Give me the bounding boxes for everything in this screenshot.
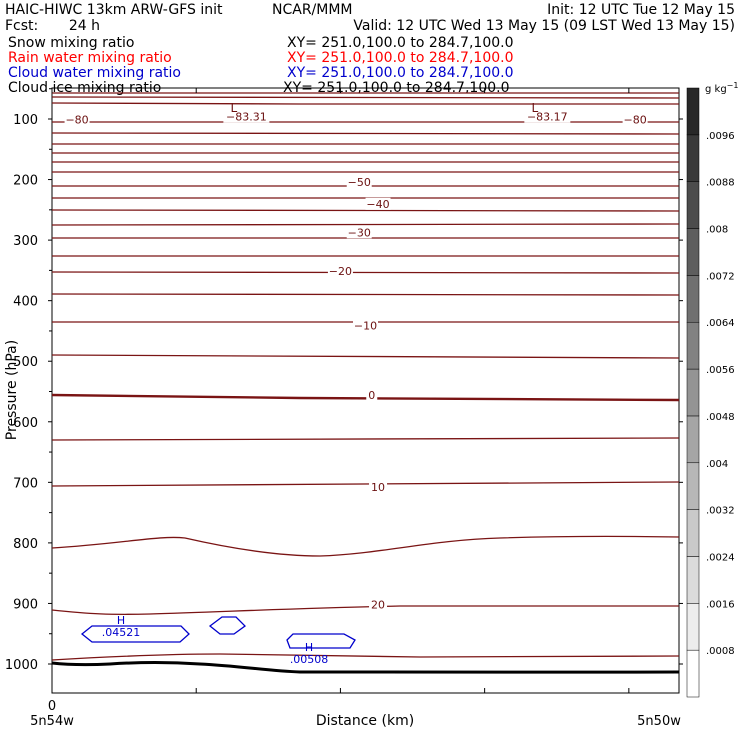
- temperature-contour-label: 20: [371, 599, 385, 612]
- contour-label-bg: [369, 598, 388, 611]
- x-right-location: 5n50w: [637, 714, 681, 729]
- colorbar-tick-label: .0064: [706, 318, 735, 329]
- contour-label-bg: [622, 113, 648, 126]
- valid-time: Valid: 12 UTC Wed 13 May 15 (09 LST Wed …: [353, 18, 735, 34]
- legend-rain-xs: XY= 251.0,100.0 to 284.7,100.0: [287, 50, 514, 66]
- colorbar-swatch: [686, 275, 700, 323]
- colorbar-swatch: [686, 87, 700, 136]
- cloud-water-contours: [80, 616, 356, 649]
- contour-label-bg: [346, 226, 372, 239]
- colorbar-tick-label: .008: [706, 225, 728, 236]
- temperature-contour-label: 0: [368, 389, 375, 402]
- temperature-contour-label: −20: [329, 265, 352, 278]
- y-tick-label: 200: [13, 174, 38, 189]
- temperature-contour-label: −80: [65, 114, 88, 127]
- contour-label-bg: [223, 110, 270, 123]
- center-label: NCAR/MMM: [272, 2, 353, 18]
- cloud-water-high-value: .04521: [102, 626, 141, 639]
- colorbar-swatch: [686, 181, 700, 229]
- temperature-contour-label: −83.17: [527, 111, 568, 124]
- legend-rain: Rain water mixing ratio: [8, 50, 172, 66]
- y-tick-label: 800: [13, 537, 38, 552]
- colorbar-swatch: [686, 321, 700, 370]
- colorbar-swatch: [686, 134, 700, 182]
- init-time: Init: 12 UTC Tue 12 May 15: [547, 2, 735, 18]
- y-tick-label: 1000: [5, 658, 38, 673]
- fcst-value: 24 h: [69, 18, 100, 34]
- colorbar-swatch: [686, 509, 700, 557]
- contour-label-bg: [524, 110, 571, 123]
- temperature-contour-label: −40: [366, 198, 389, 211]
- temperature-contour-label: −10: [354, 320, 377, 333]
- x-axis-ticks: [51, 88, 630, 693]
- colorbar-tick-label: .004: [706, 459, 728, 470]
- y-tick-label: 300: [13, 234, 38, 249]
- colorbar-swatch: [686, 415, 700, 464]
- colorbar-tick-label: .0088: [706, 178, 735, 189]
- legend-snow: Snow mixing ratio: [8, 35, 134, 51]
- plot-frame: [51, 87, 680, 694]
- y-tick-label: 900: [13, 597, 38, 612]
- contour-label-bg: [346, 176, 372, 189]
- contour-label-bg: [353, 319, 378, 332]
- cloud-water-high-value: .00508: [290, 653, 329, 666]
- contour-label-bg: [365, 197, 391, 210]
- temperature-contour-label: −30: [348, 226, 371, 239]
- colorbar-tick-label: .0024: [706, 552, 735, 563]
- y-tick-label: 600: [13, 416, 38, 431]
- terrain-line: [51, 661, 680, 674]
- colorbar-tick-label: .0032: [706, 506, 735, 517]
- temperature-contour-label: −80: [624, 114, 647, 127]
- y-tick-label: 700: [13, 476, 38, 491]
- legend-snow-xs: XY= 251.0,100.0 to 284.7,100.0: [287, 35, 514, 51]
- colorbar-tick-label: .0008: [706, 646, 735, 657]
- temperature-contour-label: −50: [348, 176, 371, 189]
- colorbar-swatch: [686, 228, 700, 276]
- y-axis-label: Pressure (hPa): [4, 340, 20, 440]
- y-tick-label: 100: [13, 113, 38, 128]
- colorbar-tick-label: .0016: [706, 599, 735, 610]
- colorbar-swatch: [686, 603, 700, 651]
- temperature-contours: [51, 92, 680, 661]
- colorbar-tick-label: .0072: [706, 271, 735, 282]
- x-left-location: 5n54w: [30, 714, 74, 729]
- legend-cloud-water: Cloud water mixing ratio: [8, 65, 181, 81]
- colorbar-tick-label: .0056: [706, 365, 735, 376]
- x-axis-label: Distance (km): [316, 713, 414, 729]
- legend-cloud-water-xs: XY= 251.0,100.0 to 284.7,100.0: [287, 65, 514, 81]
- figure-title: HAIC-HIWC 13km ARW-GFS init: [5, 2, 223, 18]
- colorbar-swatch: [686, 649, 700, 698]
- colorbar-tick-label: .0096: [706, 131, 735, 142]
- contour-label-bg: [327, 265, 353, 278]
- low-marker: L: [531, 101, 538, 115]
- contour-label-bg: [369, 481, 388, 494]
- cloud-water-high-marker: H: [117, 614, 125, 627]
- y-tick-label: 500: [13, 355, 38, 370]
- fcst-label: Fcst:: [5, 18, 38, 34]
- cloud-water-high-marker: H: [305, 641, 313, 654]
- colorbar: .0008 .0016 .0024 .0032 .004 .0048 .0056 .0064.…: [686, 87, 735, 698]
- colorbar-swatch: [686, 368, 700, 417]
- contour-label-bg: [366, 389, 378, 402]
- colorbar-swatch: [686, 462, 700, 510]
- contour-labels: −80 −83.31 −83.17 −80 −50 −40 −30 −20 −10 0 10 20 L L…: [64, 101, 648, 666]
- low-marker: L: [230, 101, 237, 115]
- colorbar-unit: g kg−1: [705, 81, 738, 95]
- y-tick-label: 400: [13, 295, 38, 310]
- x-start-tick: 0: [48, 699, 56, 714]
- colorbar-swatch: [686, 556, 700, 604]
- temperature-contour-label: −83.31: [226, 111, 267, 124]
- temperature-contour-label: 10: [371, 481, 385, 494]
- contour-label-bg: [64, 113, 90, 126]
- colorbar-tick-label: .0048: [706, 412, 735, 423]
